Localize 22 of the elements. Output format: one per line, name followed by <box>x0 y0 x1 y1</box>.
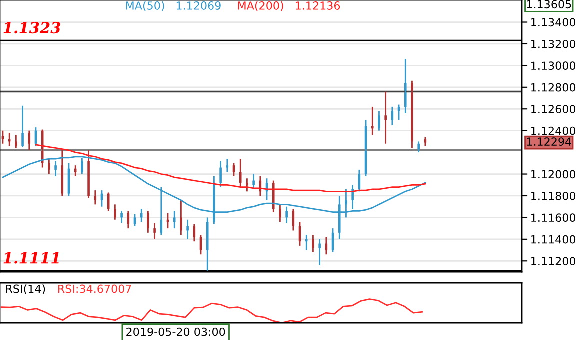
text: RSI:34.67007 <box>58 284 132 294</box>
y-tick-label: 1.12600 <box>532 105 576 114</box>
y-tick-label: 1.13400 <box>532 18 576 27</box>
annotation: 1.12069 <box>176 2 221 10</box>
y-tick-label: 1.12800 <box>532 83 576 92</box>
ref-line-label: 1.1111 <box>4 252 59 264</box>
y-tick-label: 1.13000 <box>532 62 576 70</box>
text: 1.12294 <box>527 138 572 146</box>
y-tick-label: 1.12000 <box>532 170 576 179</box>
text: 1.13605 <box>527 0 572 9</box>
annotation: 1.12136 <box>296 2 340 10</box>
text: 2019-05-20 03:00 <box>126 328 226 336</box>
ref-line-label: 1.1323 <box>4 22 60 34</box>
y-tick-label: 1.13200 <box>532 40 576 48</box>
text: MA(50) <box>126 1 164 12</box>
y-tick-label: 1.11600 <box>532 214 576 222</box>
y-tick-label: 1.11400 <box>532 235 576 244</box>
y-tick-label: 1.11200 <box>532 257 576 266</box>
y-tick-label: 1.11800 <box>532 192 576 200</box>
y-tick-label: 1.12400 <box>532 126 576 136</box>
text: MA(200) <box>238 1 284 12</box>
chart-title: RSI(14) <box>6 284 46 295</box>
